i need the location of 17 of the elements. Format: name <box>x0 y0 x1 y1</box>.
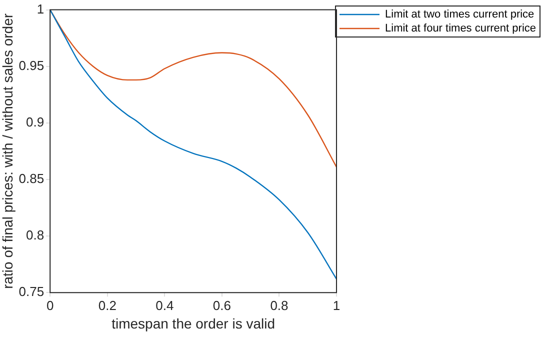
x-tick-label: 0.8 <box>270 298 288 313</box>
y-tick-label: 0.8 <box>26 228 44 243</box>
x-tick-label: 0 <box>46 298 54 313</box>
y-tick-label: 0.85 <box>18 171 44 186</box>
x-tick-label: 0.6 <box>212 298 231 313</box>
x-tick-label: 0.2 <box>98 298 116 313</box>
y-tick-label: 0.95 <box>18 58 44 73</box>
x-axis-title: timespan the order is valid <box>112 315 276 332</box>
x-tick-label: 1 <box>332 298 340 313</box>
legend-label: Limit at four times current price <box>385 22 536 35</box>
line-series <box>50 10 337 280</box>
legend-label: Limit at two times current price <box>385 8 534 21</box>
y-tick-label: 0.9 <box>26 114 44 130</box>
y-axis-title: ratio of final prices: with / without sales order <box>0 13 16 289</box>
y-tick-label: 0.75 <box>18 284 44 300</box>
y-tick-label: 1 <box>36 1 44 16</box>
x-tick-label: 0.4 <box>156 298 174 313</box>
